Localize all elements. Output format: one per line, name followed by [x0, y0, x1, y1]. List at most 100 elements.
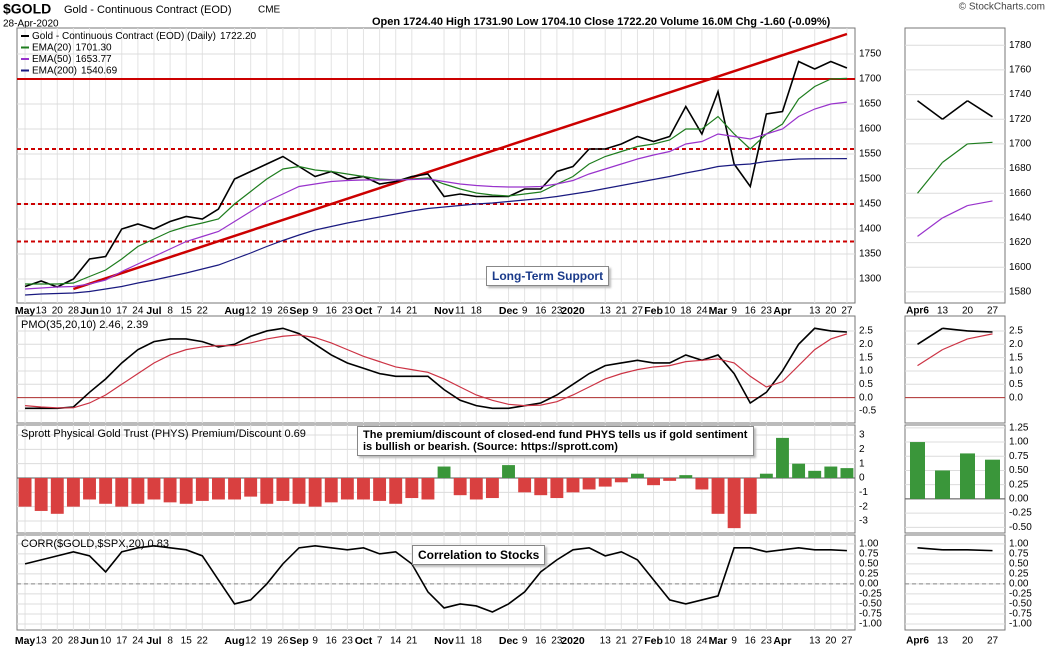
y-tick-label: 1620	[1009, 237, 1032, 248]
inset-segment	[967, 200, 993, 207]
bar	[630, 473, 644, 478]
x-tick-label: 27	[841, 636, 853, 647]
quote: Open 1724.40 High 1731.90 Low 1704.10 Cl…	[372, 16, 831, 28]
bar	[357, 477, 370, 500]
y-tick-label: 1400	[859, 224, 882, 235]
x-tick-label: Sep	[289, 635, 308, 647]
bar	[211, 477, 225, 500]
x-tick-label: 23	[342, 636, 354, 647]
x-tick-label: Jul	[146, 305, 161, 317]
bar	[743, 477, 757, 514]
x-tick-label: 21	[616, 306, 628, 317]
series-line	[25, 101, 848, 290]
bar	[550, 477, 564, 499]
x-tick-label: 9	[731, 306, 737, 317]
x-tick-label: 14	[390, 306, 402, 317]
y-tick-label: -3	[859, 516, 868, 527]
bar	[502, 465, 515, 478]
x-tick-label: 9	[522, 636, 528, 647]
y-tick-label: 2.0	[1009, 339, 1023, 350]
x-tick-label: 16	[326, 636, 338, 647]
y-tick-label: 0.0	[859, 392, 873, 403]
x-tick-label: 2020	[561, 305, 585, 317]
series-line	[25, 77, 847, 285]
bar	[34, 477, 48, 511]
x-tick-label: 23	[761, 636, 773, 647]
bar	[566, 477, 580, 493]
bar	[453, 477, 467, 496]
x-tick-label: Nov	[434, 635, 454, 647]
legend-name: EMA(20)	[32, 42, 71, 53]
y-tick-label: 1450	[859, 199, 882, 210]
x-tick-label: 10	[664, 306, 676, 317]
y-tick-label: 0.50	[1009, 465, 1029, 476]
credit: © StockCharts.com	[959, 2, 1045, 13]
y-tick-label: 1720	[1009, 114, 1032, 125]
annotation: Correlation to Stocks	[412, 545, 546, 565]
series-line	[25, 333, 848, 409]
x-tick-label: 23	[551, 306, 563, 317]
bar	[840, 468, 854, 478]
x-tick-label: 21	[406, 636, 418, 647]
bar	[469, 477, 483, 500]
x-tick-label: 27	[632, 636, 644, 647]
bar	[308, 477, 322, 507]
x-tick-label: 20	[52, 636, 64, 647]
bar	[759, 473, 773, 478]
y-tick-label: 1.5	[1009, 352, 1023, 363]
y-tick-label: -0.25	[1009, 589, 1032, 600]
y-tick-label: -0.75	[859, 609, 882, 620]
x-tick-label: 13	[937, 636, 949, 647]
x-tick-label: Aug	[224, 635, 244, 647]
x-tick-label: 18	[471, 306, 483, 317]
y-tick-label: 0.75	[1009, 451, 1029, 462]
x-tick-label: 15	[181, 306, 193, 317]
y-tick-label: 0.00	[859, 579, 879, 590]
x-tick-label: Nov	[434, 305, 454, 317]
bar	[598, 477, 612, 487]
x-tick-label: 20	[52, 306, 64, 317]
x-tick-label: 11	[455, 636, 466, 647]
bar	[960, 453, 975, 499]
annotation: Long-Term Support	[486, 266, 610, 286]
series-line	[24, 60, 848, 288]
bar	[695, 477, 709, 490]
series-line	[24, 545, 847, 613]
bar	[679, 475, 693, 478]
x-tick-label: 27	[987, 636, 999, 647]
y-tick-label: 0.00	[1009, 494, 1029, 505]
x-tick-label: 16	[326, 306, 338, 317]
x-tick-label: 13	[809, 636, 821, 647]
legend-entry: EMA(200) 1540.69	[32, 65, 118, 76]
x-tick-label: 20	[825, 636, 837, 647]
y-tick-label: 1.0	[859, 366, 873, 377]
x-tick-label: May	[15, 635, 36, 647]
bar	[663, 477, 677, 481]
y-tick-label: 1700	[1009, 139, 1032, 150]
y-tick-label: 2	[859, 444, 865, 455]
x-tick-label: 17	[116, 306, 128, 317]
bar	[985, 459, 1000, 499]
y-tick-label: 1780	[1009, 40, 1032, 51]
x-tick-label: 16	[745, 306, 757, 317]
legend-entry: EMA(50) 1653.77	[32, 54, 112, 65]
inset-segment	[917, 217, 943, 237]
y-tick-label: 1.5	[859, 352, 873, 363]
series-line	[25, 158, 847, 296]
inset-segment	[967, 549, 993, 552]
x-tick-label: 13	[937, 306, 949, 317]
x-tick-label: 16	[535, 306, 547, 317]
y-tick-label: 1.00	[1009, 538, 1029, 549]
bar	[340, 477, 354, 500]
inset-plot	[905, 327, 1005, 399]
bar	[179, 477, 193, 504]
y-tick-label: -0.50	[1009, 522, 1032, 533]
bar	[437, 466, 451, 478]
panel-title: PMO(35,20,10) 2.46, 2.39	[21, 319, 148, 331]
y-tick-label: -2	[859, 501, 868, 512]
x-tick-label: 24	[696, 306, 708, 317]
y-tick-label: 0.25	[859, 569, 879, 580]
y-tick-label: -0.50	[1009, 599, 1032, 610]
x-tick-label: Jun	[80, 305, 99, 317]
legend-value: 1540.69	[81, 65, 118, 76]
